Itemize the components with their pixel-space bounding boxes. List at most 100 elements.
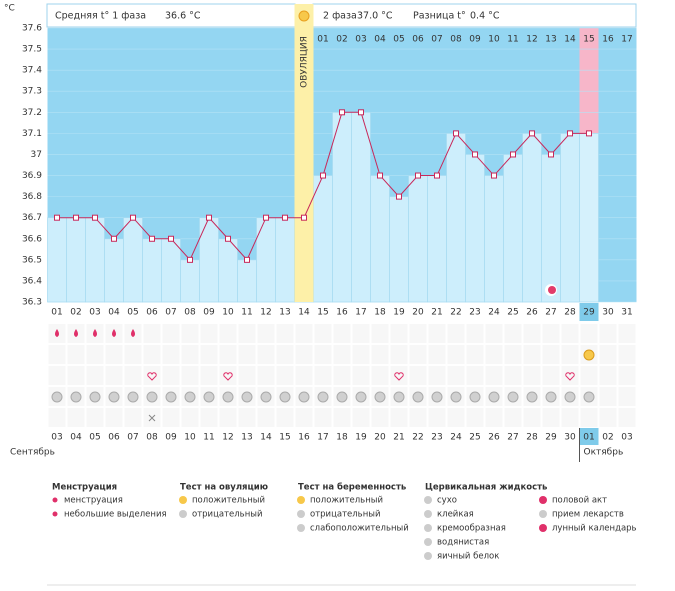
legend-icon — [297, 510, 305, 518]
grid-cell — [618, 387, 636, 406]
calendar-date: 14 — [260, 433, 272, 443]
grid-cell — [371, 366, 389, 385]
y-unit: °C — [4, 4, 15, 14]
cycle-day: 17 — [355, 308, 366, 318]
calendar-date: 24 — [450, 433, 462, 443]
calendar-date: 03 — [51, 433, 62, 443]
temp-bar — [275, 217, 295, 303]
grid-cell — [333, 345, 351, 364]
grid-cell — [276, 366, 294, 385]
legend-icon — [539, 510, 547, 518]
cycle-day: 31 — [621, 308, 632, 318]
ovulation-column — [294, 4, 314, 302]
grid-cell — [143, 345, 161, 364]
y-tick-label: 36.5 — [22, 255, 42, 265]
calendar-date: 27 — [507, 433, 518, 443]
temp-bar — [237, 259, 257, 303]
grid-cell — [523, 366, 541, 385]
grid-cell — [599, 324, 617, 343]
legend-icon — [539, 496, 547, 504]
grid-cell — [48, 408, 66, 427]
menstruation-drop — [112, 329, 116, 337]
temp-point — [244, 256, 250, 263]
grid-cell — [409, 408, 427, 427]
grid-cell — [200, 366, 218, 385]
temp-point — [339, 109, 345, 116]
grid-cell — [466, 408, 484, 427]
temp-point — [187, 256, 193, 263]
phase2-label: 2 фаза — [323, 11, 357, 22]
temp-bar — [465, 154, 485, 303]
dry-mark — [148, 414, 156, 422]
pill — [355, 391, 367, 403]
grid-cell — [162, 366, 180, 385]
grid-cell — [162, 324, 180, 343]
grid-cell — [447, 345, 465, 364]
phase2-day: 01 — [317, 35, 328, 45]
grid-cell — [238, 345, 256, 364]
calendar-date: 21 — [393, 433, 404, 443]
phase2-day: 16 — [602, 35, 614, 45]
temp-bar — [199, 217, 219, 303]
temp-bar — [332, 111, 352, 303]
grid-cell — [352, 366, 370, 385]
grid-cell — [447, 324, 465, 343]
temp-bar — [123, 217, 143, 303]
grid-cell — [276, 324, 294, 343]
calendar-date: 16 — [298, 433, 310, 443]
grid-cell — [257, 408, 275, 427]
grid-cell — [200, 408, 218, 427]
calendar-date: 15 — [279, 433, 290, 443]
temp-bar — [47, 217, 67, 303]
phase1-value: 36.6 °C — [165, 11, 201, 22]
cycle-day: 21 — [431, 308, 442, 318]
calendar-date: 04 — [70, 433, 82, 443]
calendar-date: 19 — [355, 433, 367, 443]
pill — [450, 391, 462, 403]
temp-bar — [256, 217, 276, 303]
heart — [394, 372, 404, 381]
temp-bar — [579, 133, 599, 303]
legend-item: лунный календарь — [552, 524, 637, 534]
temp-bar — [161, 238, 181, 303]
grid-cell — [523, 408, 541, 427]
cycle-day: 28 — [564, 308, 576, 318]
legend-icon — [297, 524, 305, 532]
temp-point — [225, 235, 231, 242]
grid-cell — [580, 324, 598, 343]
temp-bar — [142, 238, 162, 303]
grid-cell — [599, 408, 617, 427]
temp-point — [377, 172, 383, 179]
cycle-day: 26 — [526, 308, 538, 318]
calendar-date: 08 — [146, 433, 158, 443]
temp-bar — [522, 133, 542, 303]
temp-point — [510, 151, 516, 158]
grid-cell — [580, 408, 598, 427]
temp-bar — [503, 154, 523, 303]
grid-cell — [409, 324, 427, 343]
calendar-date: 05 — [89, 433, 100, 443]
pill — [507, 391, 519, 403]
grid-cell — [390, 366, 408, 385]
phase2-day: 12 — [526, 35, 537, 45]
calendar-date: 20 — [374, 433, 386, 443]
diff-label: Разница t° — [413, 11, 466, 22]
calendar-date: 17 — [317, 433, 328, 443]
calendar-date: 22 — [412, 433, 423, 443]
grid-cell — [618, 366, 636, 385]
temp-bar — [560, 133, 580, 303]
temp-bar — [218, 238, 238, 303]
calendar-date: 25 — [469, 433, 480, 443]
grid-cell — [105, 366, 123, 385]
grid-cell — [485, 366, 503, 385]
heart — [223, 372, 233, 381]
temp-point — [491, 172, 497, 179]
grid-cell — [124, 408, 142, 427]
cycle-day: 08 — [184, 308, 196, 318]
grid-cell — [181, 324, 199, 343]
cycle-day: 16 — [336, 308, 348, 318]
cycle-day: 06 — [146, 308, 158, 318]
grid-cell — [314, 324, 332, 343]
temp-point — [130, 214, 136, 221]
grid-cell — [599, 387, 617, 406]
